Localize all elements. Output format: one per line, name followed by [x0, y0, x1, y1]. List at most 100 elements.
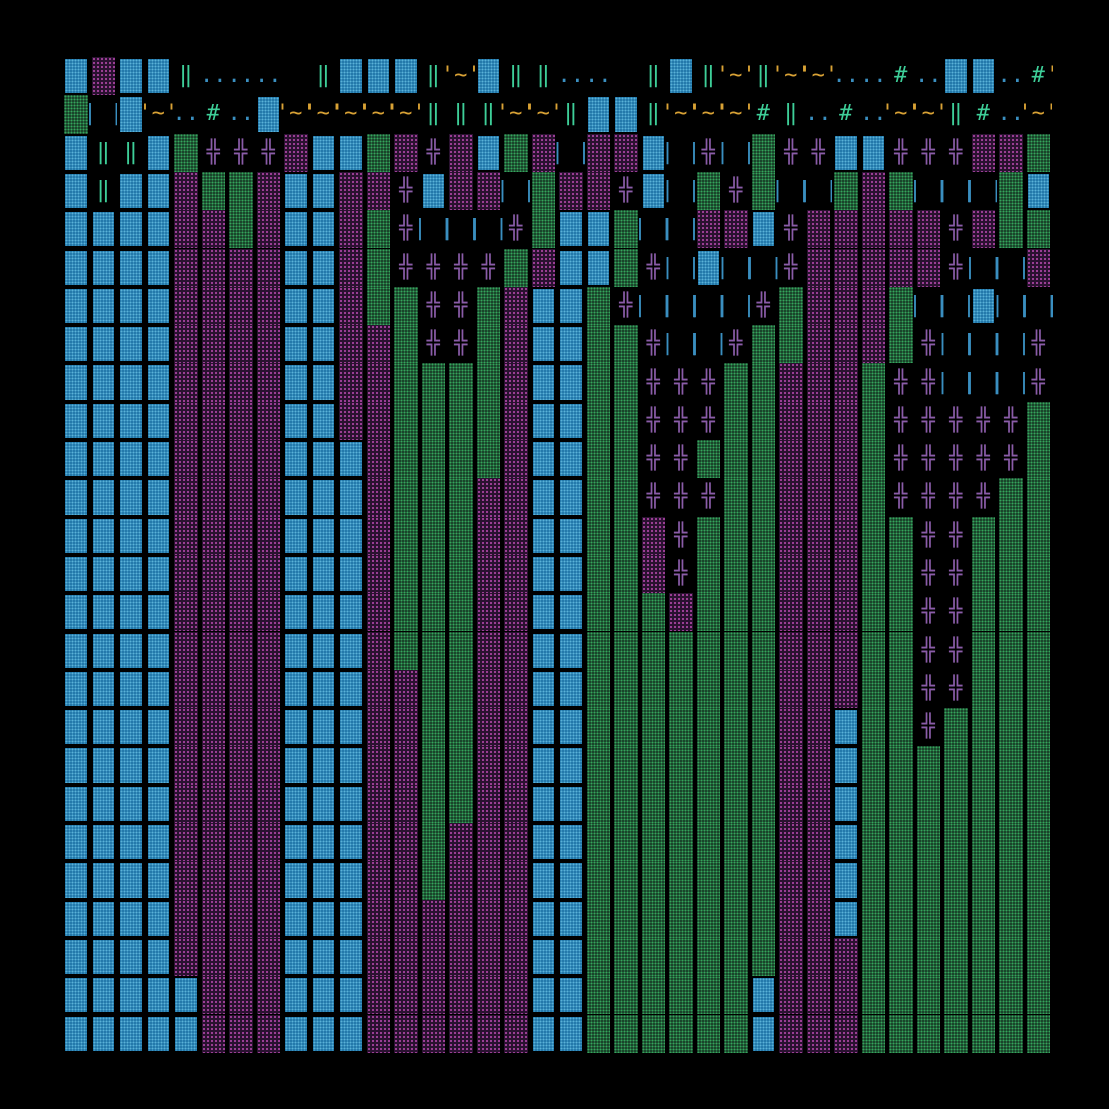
purple-dot-tile [777, 593, 805, 632]
green-dot-tile [612, 784, 640, 823]
dots-glyph: .. [172, 101, 200, 127]
double-cross-glyph: ╬ [921, 561, 935, 587]
purple-dot-tile [969, 133, 997, 172]
block-tile [749, 1014, 777, 1053]
double-cross-glyph: ╬ [481, 254, 495, 280]
purple-dot-tile [254, 899, 282, 938]
purple-dot-tile [364, 823, 392, 862]
green-dot-tile [997, 1014, 1025, 1053]
block-tile [309, 708, 337, 747]
double-cross-glyph: ╬ [261, 139, 275, 165]
purple-dot-tile [337, 325, 365, 364]
purple-dot-tile [832, 554, 860, 594]
purple-dot-tile [832, 516, 860, 555]
purple-dot-tile [364, 784, 392, 823]
double-bar-glyph: | | [1045, 292, 1053, 318]
double-cross-glyph: ╬ [921, 407, 935, 433]
purple-dot-tile [337, 210, 365, 249]
green-dot-tile [887, 784, 915, 823]
green-dot-tile [859, 899, 887, 938]
purple-dot-tile [227, 440, 255, 479]
purple-dot-tile [804, 708, 832, 747]
block-tile [117, 631, 145, 670]
purple-dot-tile [502, 363, 530, 402]
double-pipe-glyph: ‖ [646, 63, 660, 89]
block-tile [612, 95, 640, 134]
purple-dot-tile [227, 478, 255, 517]
double-cross-glyph: ╬ [949, 407, 963, 433]
purple-dot-tile [227, 631, 255, 670]
green-dot-tile [914, 937, 942, 977]
green-dot-tile [749, 516, 777, 555]
block-tile [337, 746, 365, 785]
green-dot-tile [612, 593, 640, 632]
purple-dot-tile [804, 669, 832, 709]
purple-dot-tile [502, 478, 530, 517]
double-cross-glyph: ╬ [646, 484, 660, 510]
double-cross-glyph: ╬ [949, 599, 963, 625]
dots-glyph: .. [860, 63, 887, 89]
block-tile [557, 708, 585, 747]
block-tile [282, 899, 310, 938]
green-dot-tile [419, 478, 447, 517]
double-cross-glyph: ╬ [949, 561, 963, 587]
purple-dot-tile [529, 248, 557, 287]
block-tile [309, 937, 337, 977]
double-cross-glyph: ╬ [729, 178, 743, 204]
green-dot-tile [887, 286, 915, 326]
green-dot-tile [887, 976, 915, 1015]
block-tile [832, 784, 860, 823]
green-dot-tile [887, 325, 915, 364]
purple-dot-tile [804, 440, 832, 479]
purple-dot-tile [777, 478, 805, 517]
green-dot-tile [859, 669, 887, 709]
green-dot-tile [612, 363, 640, 402]
tilde-glyph: '~' [275, 101, 316, 127]
block-tile [89, 631, 117, 670]
block-tile [144, 210, 172, 249]
double-cross-glyph: ╬ [949, 139, 963, 165]
double-pipe-glyph: ‖ [454, 101, 468, 127]
green-dot-tile [1024, 976, 1052, 1015]
green-dot-tile [667, 899, 695, 938]
green-dot-tile [639, 937, 667, 977]
purple-dot-tile [804, 937, 832, 977]
green-dot-tile [969, 593, 997, 632]
green-dot-tile [392, 440, 420, 479]
green-dot-tile [997, 976, 1025, 1015]
green-dot-tile [584, 554, 612, 594]
purple-dot-tile [804, 631, 832, 670]
double-cross-glyph: ╬ [454, 292, 468, 318]
hash-glyph: # [756, 101, 770, 127]
purple-dot-tile [447, 861, 475, 900]
green-dot-tile [1024, 593, 1052, 632]
green-dot-tile [887, 669, 915, 709]
purple-dot-tile [502, 823, 530, 862]
double-bar-glyph: | | [468, 216, 509, 242]
green-dot-tile [1024, 899, 1052, 938]
green-dot-tile [969, 746, 997, 785]
purple-dot-tile [832, 440, 860, 479]
block-tile [144, 554, 172, 594]
block-tile [89, 937, 117, 977]
block-tile [557, 210, 585, 249]
block-tile [282, 746, 310, 785]
purple-dot-tile [364, 1014, 392, 1053]
block-tile [117, 861, 145, 900]
purple-dot-tile [777, 784, 805, 823]
purple-dot-tile [254, 631, 282, 670]
green-dot-tile [914, 784, 942, 823]
purple-dot-tile [337, 401, 365, 440]
block-tile [942, 57, 970, 96]
double-cross-glyph: ╬ [921, 675, 935, 701]
green-dot-tile [722, 440, 750, 479]
green-dot-tile [584, 708, 612, 747]
block-tile [62, 325, 90, 364]
purple-dot-tile [502, 861, 530, 900]
purple-dot-tile [502, 899, 530, 938]
dots-glyph: .. [832, 63, 860, 89]
purple-dot-tile [447, 937, 475, 977]
purple-dot-tile [227, 363, 255, 402]
purple-dot-tile [832, 976, 860, 1015]
purple-dot-tile [832, 325, 860, 364]
